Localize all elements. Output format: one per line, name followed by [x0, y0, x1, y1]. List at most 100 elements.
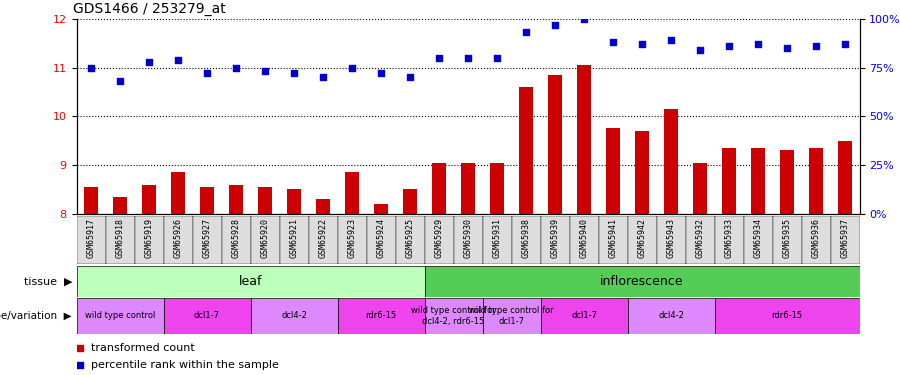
Text: GSM65935: GSM65935 — [782, 218, 791, 258]
FancyBboxPatch shape — [395, 216, 425, 264]
FancyBboxPatch shape — [482, 216, 511, 264]
Bar — [779, 150, 794, 214]
Text: GSM65923: GSM65923 — [347, 218, 356, 258]
Point — [779, 45, 794, 51]
Point — [490, 55, 504, 61]
Text: GSM65917: GSM65917 — [86, 218, 95, 258]
Text: rdr6-15: rdr6-15 — [771, 311, 803, 320]
Text: GSM65939: GSM65939 — [551, 218, 560, 258]
Point — [316, 74, 330, 80]
FancyBboxPatch shape — [338, 298, 425, 334]
FancyBboxPatch shape — [425, 298, 482, 334]
Bar — [257, 187, 272, 214]
Text: GSM65929: GSM65929 — [435, 218, 444, 258]
Text: genotype/variation  ▶: genotype/variation ▶ — [0, 311, 72, 321]
FancyBboxPatch shape — [511, 216, 541, 264]
Point — [142, 58, 157, 64]
Point — [497, 290, 511, 296]
Point — [497, 136, 511, 142]
Point — [838, 41, 852, 47]
Bar — [403, 189, 418, 214]
FancyBboxPatch shape — [250, 216, 280, 264]
Bar — [634, 131, 649, 214]
Bar — [200, 187, 214, 214]
Text: GSM65943: GSM65943 — [667, 218, 676, 258]
Text: GSM65937: GSM65937 — [841, 218, 850, 258]
Bar — [229, 184, 243, 214]
Text: GSM65938: GSM65938 — [521, 218, 530, 258]
Bar — [577, 65, 591, 214]
Text: GSM65919: GSM65919 — [145, 218, 154, 258]
FancyBboxPatch shape — [164, 298, 250, 334]
Point — [577, 16, 591, 22]
Point — [432, 55, 446, 61]
FancyBboxPatch shape — [831, 216, 860, 264]
Text: wild type control for
dcl1-7: wild type control for dcl1-7 — [469, 306, 554, 326]
FancyBboxPatch shape — [715, 216, 743, 264]
Point — [518, 29, 533, 35]
Bar — [345, 172, 359, 214]
FancyBboxPatch shape — [454, 216, 482, 264]
Point — [634, 41, 649, 47]
Text: GSM65931: GSM65931 — [492, 218, 501, 258]
FancyBboxPatch shape — [338, 216, 366, 264]
Bar — [606, 128, 620, 214]
Text: dcl1-7: dcl1-7 — [571, 311, 597, 320]
FancyBboxPatch shape — [164, 216, 193, 264]
FancyBboxPatch shape — [280, 216, 309, 264]
Text: GSM65924: GSM65924 — [376, 218, 385, 258]
Bar — [287, 189, 302, 214]
Text: inflorescence: inflorescence — [600, 275, 684, 288]
Bar — [461, 163, 475, 214]
FancyBboxPatch shape — [656, 216, 686, 264]
Bar — [664, 109, 679, 214]
Text: GSM65921: GSM65921 — [290, 218, 299, 258]
Text: GSM65925: GSM65925 — [406, 218, 415, 258]
FancyBboxPatch shape — [105, 216, 134, 264]
FancyBboxPatch shape — [715, 298, 860, 334]
FancyBboxPatch shape — [598, 216, 627, 264]
FancyBboxPatch shape — [366, 216, 395, 264]
FancyBboxPatch shape — [541, 298, 627, 334]
Point — [809, 43, 824, 49]
Point — [722, 43, 736, 49]
Point — [461, 55, 475, 61]
FancyBboxPatch shape — [250, 298, 338, 334]
Text: dcl4-2: dcl4-2 — [658, 311, 684, 320]
Point — [345, 64, 359, 70]
Bar — [809, 148, 824, 214]
FancyBboxPatch shape — [743, 216, 772, 264]
Bar — [84, 187, 98, 214]
Text: leaf: leaf — [238, 275, 262, 288]
FancyBboxPatch shape — [802, 216, 831, 264]
Text: GSM65934: GSM65934 — [753, 218, 762, 258]
Point — [548, 22, 562, 28]
FancyBboxPatch shape — [686, 216, 715, 264]
Bar — [374, 204, 388, 214]
Text: GSM65942: GSM65942 — [637, 218, 646, 258]
Text: wild type control: wild type control — [85, 311, 155, 320]
Text: GSM65927: GSM65927 — [202, 218, 211, 258]
FancyBboxPatch shape — [570, 216, 599, 264]
FancyBboxPatch shape — [425, 216, 454, 264]
Text: dcl4-2: dcl4-2 — [281, 311, 307, 320]
Point — [84, 64, 98, 70]
Point — [112, 78, 127, 84]
Text: GSM65933: GSM65933 — [724, 218, 733, 258]
Point — [257, 68, 272, 74]
FancyBboxPatch shape — [134, 216, 164, 264]
Bar — [722, 148, 736, 214]
Text: GSM65941: GSM65941 — [608, 218, 617, 258]
Point — [693, 47, 707, 53]
Point — [229, 64, 243, 70]
Text: rdr6-15: rdr6-15 — [365, 311, 397, 320]
FancyBboxPatch shape — [76, 266, 425, 297]
Text: GSM65932: GSM65932 — [696, 218, 705, 258]
Text: GDS1466 / 253279_at: GDS1466 / 253279_at — [73, 2, 225, 16]
Point — [606, 39, 620, 45]
Bar — [490, 163, 504, 214]
Point — [751, 41, 765, 47]
Point — [287, 70, 302, 76]
Text: GSM65922: GSM65922 — [319, 218, 328, 258]
Point — [664, 37, 679, 43]
